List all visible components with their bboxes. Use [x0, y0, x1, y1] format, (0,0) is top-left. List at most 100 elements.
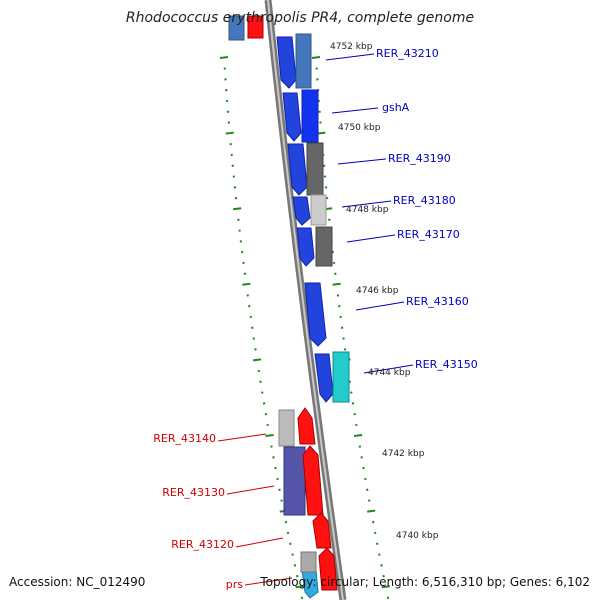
- tick-ring-left: [219, 56, 304, 599]
- minor-tick: [373, 531, 377, 535]
- minor-tick: [247, 304, 251, 308]
- minor-tick: [386, 596, 390, 599]
- minor-tick: [353, 412, 356, 416]
- feature-block[interactable]: [301, 89, 319, 143]
- gene-label[interactable]: gshA: [382, 101, 410, 114]
- accession-text: Accession: NC_012490: [9, 575, 146, 589]
- gene-label[interactable]: RER_43140: [153, 432, 216, 445]
- minor-tick: [343, 348, 347, 351]
- minor-tick: [332, 261, 336, 265]
- minor-tick: [238, 229, 241, 232]
- minor-tick: [371, 520, 375, 524]
- minor-tick: [336, 294, 340, 297]
- minor-tick: [231, 164, 234, 167]
- minor-tick: [382, 574, 385, 578]
- feature-block[interactable]: [306, 142, 324, 196]
- gene-label[interactable]: RER_43210: [376, 47, 439, 60]
- feature-block[interactable]: [295, 33, 312, 89]
- minor-tick: [229, 142, 232, 146]
- scale-label: 4746 kbp: [356, 286, 399, 296]
- major-tick: [295, 585, 304, 589]
- minor-tick: [316, 78, 319, 81]
- minor-tick: [232, 175, 236, 178]
- gene-label[interactable]: RER_43180: [393, 194, 456, 207]
- major-tick: [332, 282, 341, 286]
- minor-tick: [295, 574, 299, 578]
- minor-tick: [234, 196, 238, 200]
- minor-tick: [378, 553, 381, 556]
- gene-label[interactable]: prs: [226, 578, 244, 591]
- minor-tick: [338, 304, 341, 308]
- feature-block[interactable]: [310, 194, 327, 226]
- minor-tick: [246, 294, 249, 297]
- forward-cds-track: [276, 36, 334, 599]
- minor-tick: [223, 67, 226, 70]
- feature-block[interactable]: [300, 551, 317, 573]
- scale-label: 4740 kbp: [396, 531, 439, 541]
- feature-block[interactable]: [283, 446, 306, 516]
- minor-tick: [286, 531, 290, 535]
- cds-arrow-forward[interactable]: [304, 282, 327, 347]
- minor-tick: [291, 553, 294, 556]
- gene-label[interactable]: RER_43160: [406, 295, 469, 308]
- minor-tick: [375, 542, 379, 545]
- gene-label[interactable]: RER_43130: [162, 486, 225, 499]
- minor-tick: [293, 564, 297, 567]
- gene-label[interactable]: RER_43190: [388, 152, 451, 165]
- minor-tick: [360, 456, 363, 459]
- cds-arrow-forward[interactable]: [287, 143, 308, 196]
- scale-label: 4742 kbp: [382, 449, 425, 459]
- cds-arrow-reverse[interactable]: [302, 445, 324, 516]
- minor-tick: [323, 175, 327, 178]
- gene-labels: RER_43210 gshA RER_43190 RER_43180 RER_4…: [153, 47, 477, 591]
- major-tick: [242, 282, 251, 286]
- minor-tick: [242, 261, 245, 265]
- reverse-cds-track: [297, 407, 338, 591]
- cds-arrow-forward[interactable]: [282, 92, 302, 142]
- minor-tick: [355, 423, 358, 427]
- minor-tick: [239, 240, 243, 243]
- minor-tick: [284, 520, 288, 524]
- minor-tick: [274, 466, 277, 470]
- feature-block[interactable]: [315, 226, 333, 267]
- cds-arrow-forward[interactable]: [292, 196, 311, 226]
- gene-label[interactable]: RER_43170: [397, 228, 460, 241]
- cds-arrow-forward[interactable]: [276, 36, 297, 89]
- cds-arrow-reverse[interactable]: [318, 547, 338, 591]
- minor-tick: [262, 402, 266, 405]
- feature-block[interactable]: [278, 409, 295, 447]
- cds-arrow-forward[interactable]: [296, 227, 315, 267]
- minor-tick: [224, 78, 227, 81]
- major-tick: [367, 509, 376, 513]
- minor-tick: [237, 218, 240, 221]
- minor-tick: [324, 186, 328, 189]
- gene-label[interactable]: RER_43150: [415, 358, 478, 371]
- minor-tick: [225, 88, 228, 92]
- minor-tick: [272, 456, 275, 459]
- scale-label: 4744 kbp: [368, 368, 411, 378]
- feature-block[interactable]: [247, 15, 264, 39]
- feature-block[interactable]: [228, 15, 245, 41]
- minor-tick: [257, 369, 261, 373]
- minor-tick: [264, 412, 268, 416]
- scale-label: 4748 kbp: [346, 205, 389, 215]
- gene-label[interactable]: RER_43120: [171, 538, 234, 551]
- minor-tick: [259, 380, 262, 383]
- minor-tick: [319, 121, 322, 124]
- feature-block[interactable]: [332, 351, 350, 403]
- minor-tick: [328, 218, 331, 221]
- cds-arrow-reverse[interactable]: [297, 407, 316, 445]
- minor-tick: [342, 337, 345, 340]
- scale-label: 4752 kbp: [330, 42, 373, 52]
- minor-tick: [350, 391, 353, 394]
- cds-arrow-forward[interactable]: [314, 353, 334, 403]
- minor-tick: [240, 250, 244, 254]
- major-tick: [381, 585, 390, 589]
- genome-backbone-highlight: [267, 0, 344, 600]
- cds-arrow-reverse[interactable]: [312, 512, 332, 549]
- minor-tick: [362, 466, 365, 470]
- minor-tick: [340, 326, 344, 329]
- minor-tick: [339, 315, 342, 319]
- minor-tick: [225, 99, 229, 103]
